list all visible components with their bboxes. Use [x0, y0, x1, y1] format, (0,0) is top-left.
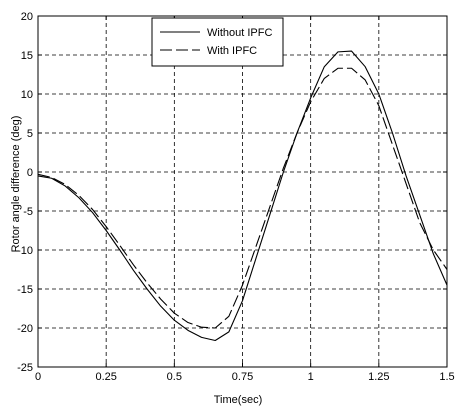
y-tick-label: 15 — [21, 50, 33, 62]
y-axis-label: Rotor angle difference (deg) — [10, 116, 22, 253]
series-line-with-ipfc — [37, 67, 448, 329]
x-axis-label: Time(sec) — [214, 394, 262, 406]
y-tick-label: 5 — [27, 128, 33, 140]
y-tick-label: -25 — [17, 362, 33, 374]
y-tick-label: -10 — [17, 245, 33, 257]
y-tick-label: -5 — [23, 206, 33, 218]
y-tick-label: 20 — [21, 11, 33, 23]
y-tick-label: 0 — [27, 167, 33, 179]
x-tick-label: 1.5 — [439, 371, 454, 383]
x-tick-label: 1.25 — [368, 371, 389, 383]
y-tick-label: -15 — [17, 284, 33, 296]
series-line-without-ipfc — [37, 50, 448, 342]
x-tick-label: 1 — [308, 371, 314, 383]
legend-box — [151, 17, 284, 67]
x-tick-label: 0.25 — [95, 371, 116, 383]
x-tick-label: 0 — [35, 371, 41, 383]
x-tick-label: 0.75 — [232, 371, 253, 383]
y-tick-label: 10 — [21, 89, 33, 101]
legend-label-with-ipfc: With IPFC — [207, 45, 257, 57]
y-tick-label: -20 — [17, 323, 33, 335]
x-tick-label: 0.5 — [167, 371, 182, 383]
legend-label-without-ipfc: Without IPFC — [207, 27, 272, 39]
